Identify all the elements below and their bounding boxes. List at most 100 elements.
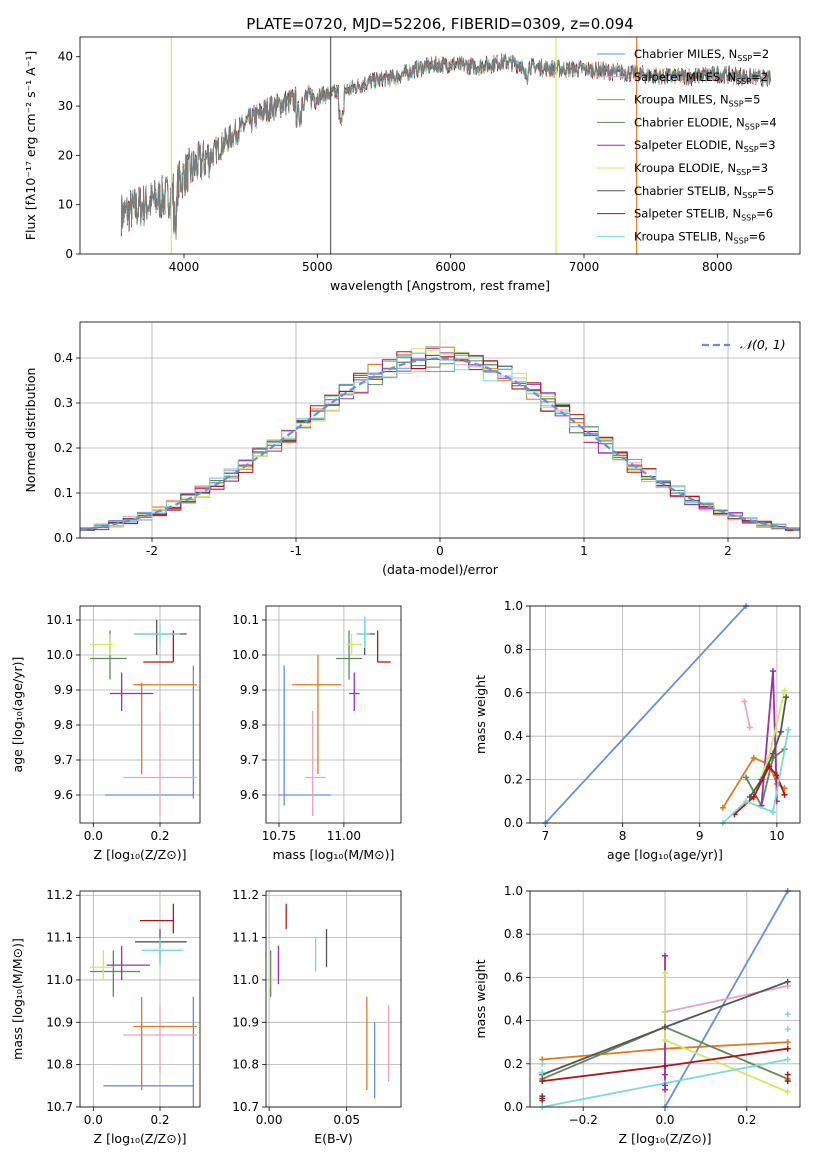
x-tick-label: -1 (290, 544, 302, 558)
y-tick-label: 1.0 (504, 599, 523, 613)
legend-sub: SSP (737, 54, 752, 63)
x-tick-label: 0.00 (256, 1113, 283, 1127)
weight-line (760, 671, 778, 806)
legend-entry: Salpeter ELODIE, NSSP=3 (634, 138, 776, 154)
y-tick-label: 20 (58, 148, 73, 162)
x-tick-label: 0.0 (84, 1113, 103, 1127)
y-tick-label: 0.4 (504, 1014, 523, 1028)
weight-line (544, 606, 747, 823)
y-tick-label: 9.7 (54, 753, 73, 767)
x-tick-label: 10 (769, 829, 784, 843)
legend-count: =6 (749, 229, 766, 243)
legend-count: =3 (759, 138, 776, 152)
x-axis-label: Z [log₁₀(Z/Z⊙)] (94, 847, 187, 862)
panel-age_vs_Z: 0.0 0.2 9.6 9.7 9.8 9.9 10.0 10.1 Z [log₁₀(Z/Z⊙)… (10, 605, 201, 862)
legend-sub: SSP (745, 122, 760, 131)
y-tick-label: 9.9 (240, 683, 259, 697)
legend-label: Salpeter STELIB, N (634, 207, 741, 221)
legend-sub: SSP (734, 236, 749, 245)
legend-label: Kroupa ELODIE, N (634, 161, 736, 175)
y-tick-label: 9.8 (240, 718, 259, 732)
y-tick-label: 30 (58, 99, 73, 113)
y-tick-label: 1.0 (504, 884, 523, 898)
panel-age_vs_mass: 10.75 11.00 9.6 9.7 9.8 9.9 10.0 10.1 mass [log₁… (232, 605, 402, 862)
legend-entry: Salpeter STELIB, NSSP=6 (634, 207, 773, 223)
legend-label: Chabrier STELIB, N (634, 184, 742, 198)
panel-weight_vs_age: 7 8 9 10 0.0 0.2 0.4 0.6 0.8 1.0 age [log₁₀(age/yr… (473, 599, 801, 862)
legend-sub: SSP (729, 100, 744, 109)
x-tick-label: 4000 (169, 260, 200, 274)
plots-container: 4000 5000 6000 7000 8000010203040wavelength … (10, 36, 801, 1146)
y-tick-label: 11.2 (46, 888, 73, 902)
legend-entry: Salpeter MILES, NSSP=2 (634, 70, 768, 86)
x-tick-label: 0.2 (150, 1113, 169, 1127)
x-tick-label: 0.05 (333, 1113, 360, 1127)
y-tick-label: 11.0 (232, 973, 259, 987)
axes-frame (79, 321, 801, 539)
y-axis-label: mass weight (473, 959, 488, 1038)
legend-count: =5 (757, 184, 774, 198)
x-tick-label: 0.0 (655, 1113, 674, 1127)
panel-mass_vs_ebv: 0.00 0.05 10.7 10.8 10.9 11.0 11.1 11.2 E(B-V) (232, 888, 402, 1146)
y-axis-label: Flux [fλ10⁻¹⁷ erg cm⁻² s⁻¹ A⁻¹] (23, 51, 38, 240)
legend-sub: SSP (741, 214, 756, 223)
y-tick-label: 0.2 (54, 441, 73, 455)
x-tick-label: 0.2 (737, 1113, 756, 1127)
x-axis-label: wavelength [Angstrom, rest frame] (330, 278, 550, 293)
y-tick-label: 10.1 (46, 613, 73, 627)
legend-sub: SSP (742, 191, 757, 200)
legend-count: =6 (756, 207, 773, 221)
y-tick-label: 11.2 (232, 888, 259, 902)
axes-frame (79, 36, 801, 255)
y-tick-label: 0.0 (504, 1100, 523, 1114)
legend-entry: Kroupa STELIB, NSSP=6 (634, 229, 765, 245)
y-tick-label: 9.8 (54, 718, 73, 732)
legend-sub: SSP (744, 145, 759, 154)
y-tick-label: 9.6 (54, 788, 73, 802)
x-axis-label: (data-model)/error (382, 562, 499, 577)
legend-label: Chabrier ELODIE, N (634, 115, 745, 129)
legend-sub: SSP (736, 77, 751, 86)
legend-label: Kroupa MILES, N (634, 93, 729, 107)
y-tick-label: 0.2 (504, 1057, 523, 1071)
x-tick-label: −0.2 (569, 1113, 598, 1127)
legend-entry: Chabrier STELIB, NSSP=5 (634, 184, 774, 200)
x-tick-label: 11.00 (327, 829, 361, 843)
x-tick-label: 0.0 (84, 829, 103, 843)
panel-spectrum: 4000 5000 6000 7000 8000 0 10 20 30 40 wavelength … (23, 36, 801, 293)
axes-frame (265, 605, 402, 824)
legend-entry: Chabrier ELODIE, NSSP=4 (634, 115, 777, 131)
x-axis-label: E(B-V) (314, 1131, 353, 1146)
y-tick-label: 0.6 (504, 686, 523, 700)
x-axis-label: age [log₁₀(age/yr)] (607, 847, 723, 862)
y-tick-label: 10.0 (232, 648, 259, 662)
x-tick-label: 8 (619, 829, 627, 843)
axes-frame (265, 890, 402, 1108)
weight-line (664, 985, 788, 1013)
legend-count: =2 (751, 70, 768, 84)
y-tick-label: 11.1 (232, 931, 259, 945)
x-tick-label: 5000 (302, 260, 333, 274)
x-axis-label: mass [log₁₀(M/M⊙)] (273, 847, 395, 862)
y-axis-label: mass [log₁₀(M/M⊙)] (10, 938, 25, 1060)
legend-entry: Chabrier MILES, NSSP=2 (634, 47, 769, 63)
legend-count: =2 (752, 47, 769, 61)
x-tick-label: 10.75 (262, 829, 296, 843)
y-tick-label: 9.9 (54, 683, 73, 697)
y-tick-label: 10.7 (46, 1100, 73, 1114)
legend-label: Kroupa STELIB, N (634, 229, 734, 243)
x-tick-label: 0 (436, 544, 444, 558)
x-axis-label: Z [log₁₀(Z/Z⊙)] (94, 1131, 187, 1146)
y-tick-label: 40 (58, 50, 73, 64)
y-tick-label: 0.8 (504, 927, 523, 941)
axes-frame (529, 605, 801, 824)
y-tick-label: 0.8 (504, 642, 523, 656)
legend-label: Chabrier MILES, N (634, 47, 737, 61)
y-tick-label: 10 (58, 198, 73, 212)
spectrum-data-line (120, 54, 772, 238)
figure-title: PLATE=0720, MJD=52206, FIBERID=0309, z=0… (246, 15, 633, 33)
y-tick-label: 0.0 (504, 816, 523, 830)
y-tick-label: 0.4 (504, 729, 523, 743)
legend-label: Salpeter MILES, N (634, 70, 736, 84)
y-axis-label: age [log₁₀(age/yr)] (10, 657, 25, 773)
